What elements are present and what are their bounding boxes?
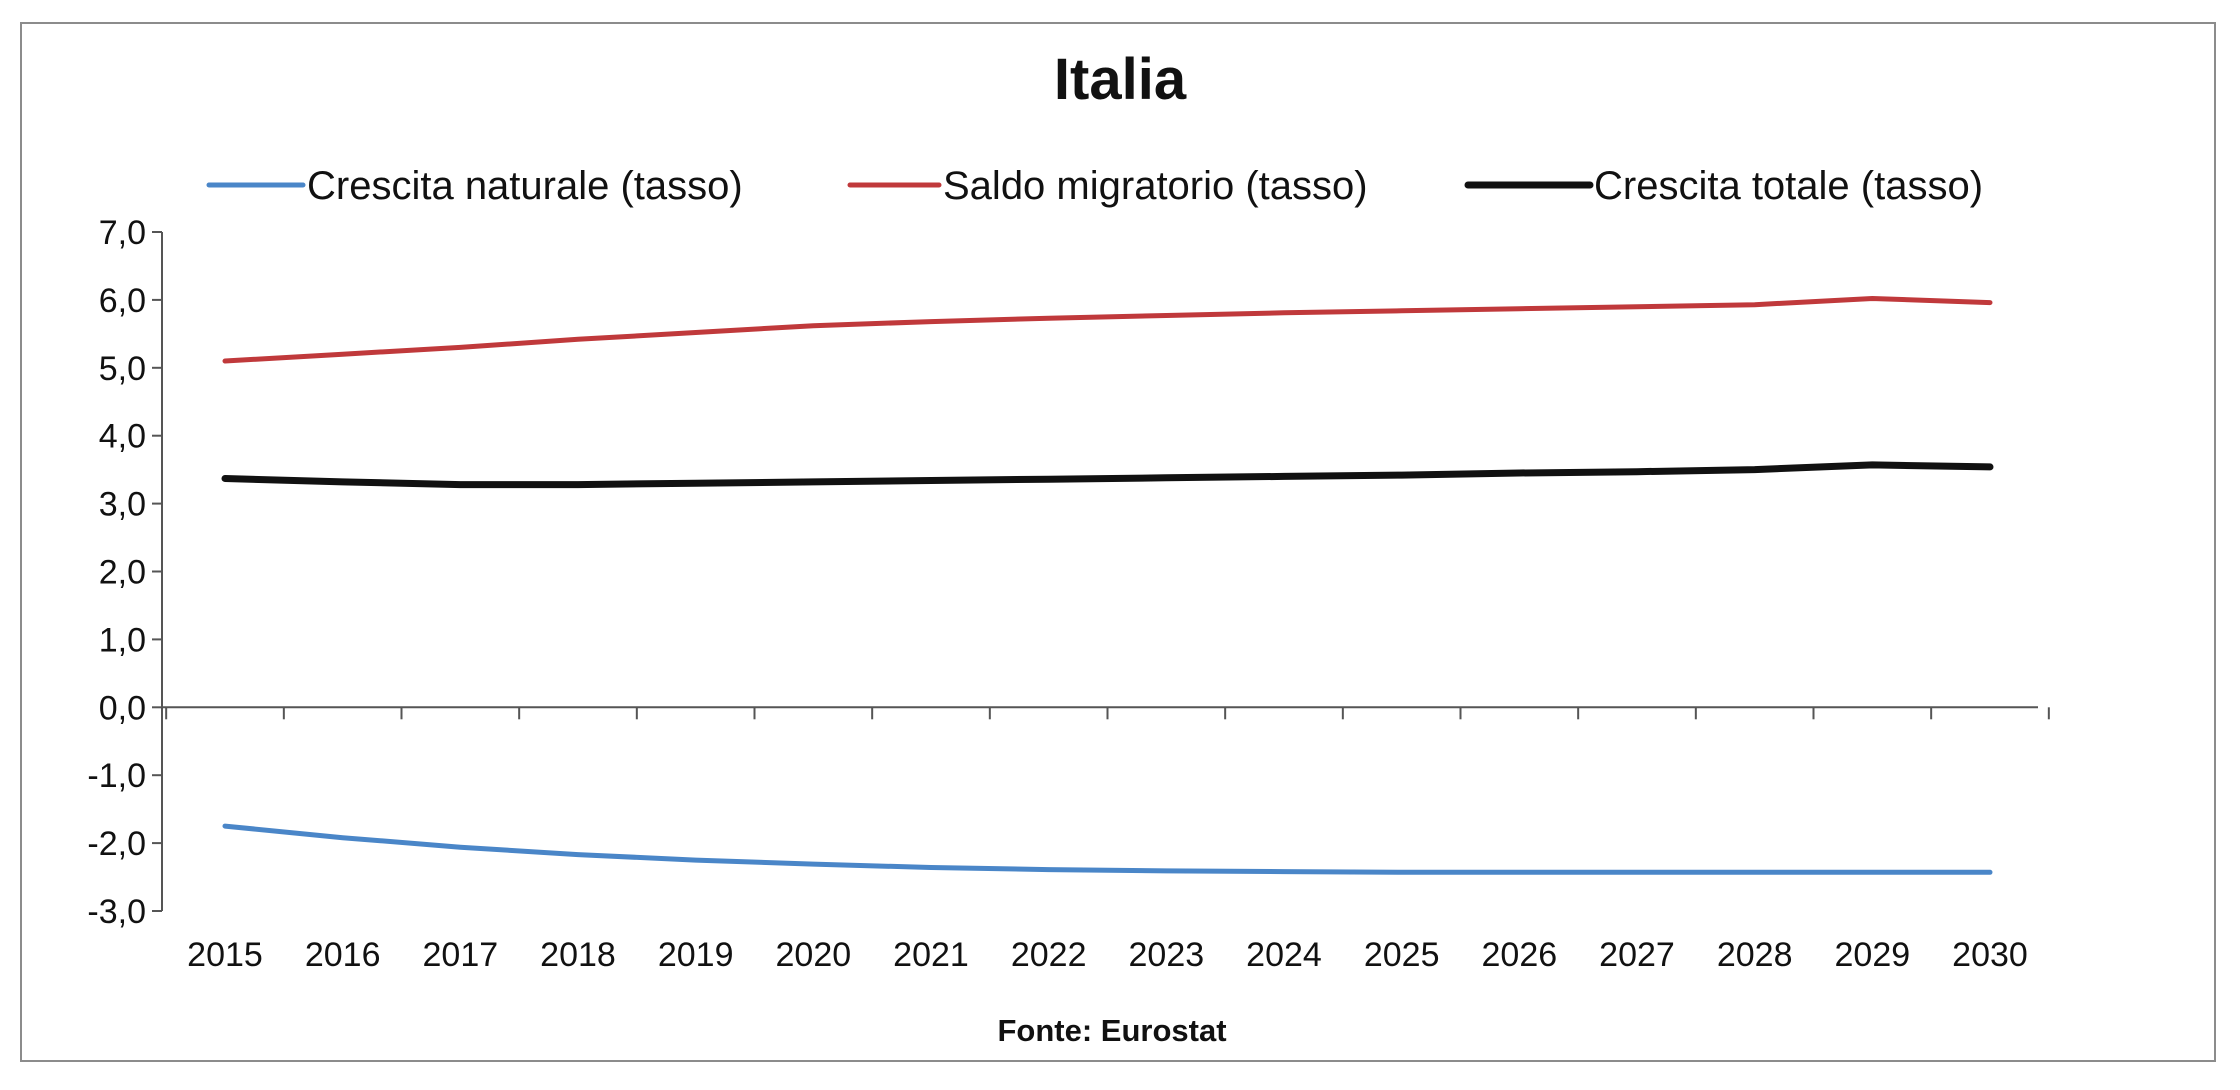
x-tick-label: 2016 xyxy=(305,936,381,974)
x-tick-label: 2022 xyxy=(1011,936,1087,974)
series-line-1 xyxy=(222,823,1993,875)
x-tick-label: 2024 xyxy=(1246,936,1322,974)
x-tick-label: 2026 xyxy=(1482,936,1558,974)
x-tick-label: 2030 xyxy=(1952,936,2028,974)
y-tick-label: 2,0 xyxy=(99,554,146,592)
x-tick-label: 2019 xyxy=(658,936,734,974)
series-line-2 xyxy=(222,296,1993,364)
axes: 7,0 6,0 5,0 4,0 3,0 2,0 1,0 0,0 -1,0 -2,0 -3,0 2015… xyxy=(87,214,2050,974)
y-tick-label: 7,0 xyxy=(99,214,146,252)
legend-label: Saldo migratorio (tasso) xyxy=(943,164,1368,208)
series-layer xyxy=(221,296,1994,875)
line-chart: Italia Crescita naturale (tasso) Saldo mi… xyxy=(87,47,2050,1048)
y-tick-label: 3,0 xyxy=(99,486,146,524)
y-tick-label: 4,0 xyxy=(99,418,146,456)
y-tick-label: 6,0 xyxy=(99,282,146,320)
x-tick-label: 2023 xyxy=(1129,936,1205,974)
chart-title: Italia xyxy=(1054,47,1187,112)
x-tick-label: 2027 xyxy=(1599,936,1675,974)
legend: Crescita naturale (tasso) Saldo migratori… xyxy=(206,164,1983,208)
x-tick-label: 2017 xyxy=(423,936,499,974)
x-tick-label: 2020 xyxy=(776,936,852,974)
legend-label: Crescita naturale (tasso) xyxy=(307,164,743,208)
y-tick-label: -2,0 xyxy=(87,825,146,863)
x-tick-label: 2018 xyxy=(540,936,616,974)
chart-frame: Italia Crescita naturale (tasso) Saldo mi… xyxy=(20,22,2216,1062)
x-tick-label: 2028 xyxy=(1717,936,1793,974)
y-tick-label: -3,0 xyxy=(87,893,146,931)
series-line-3 xyxy=(221,461,1994,489)
x-tick-label: 2025 xyxy=(1364,936,1440,974)
x-tick-label: 2029 xyxy=(1835,936,1911,974)
y-tick-label: -1,0 xyxy=(87,757,146,795)
y-tick-label: 5,0 xyxy=(99,350,146,388)
source-note: Fonte: Eurostat xyxy=(997,1013,1226,1048)
x-tick-label: 2015 xyxy=(187,936,263,974)
y-tick-label: 1,0 xyxy=(99,621,146,659)
legend-label: Crescita totale (tasso) xyxy=(1594,164,1983,208)
x-tick-label: 2021 xyxy=(893,936,969,974)
y-tick-label: 0,0 xyxy=(99,689,146,727)
